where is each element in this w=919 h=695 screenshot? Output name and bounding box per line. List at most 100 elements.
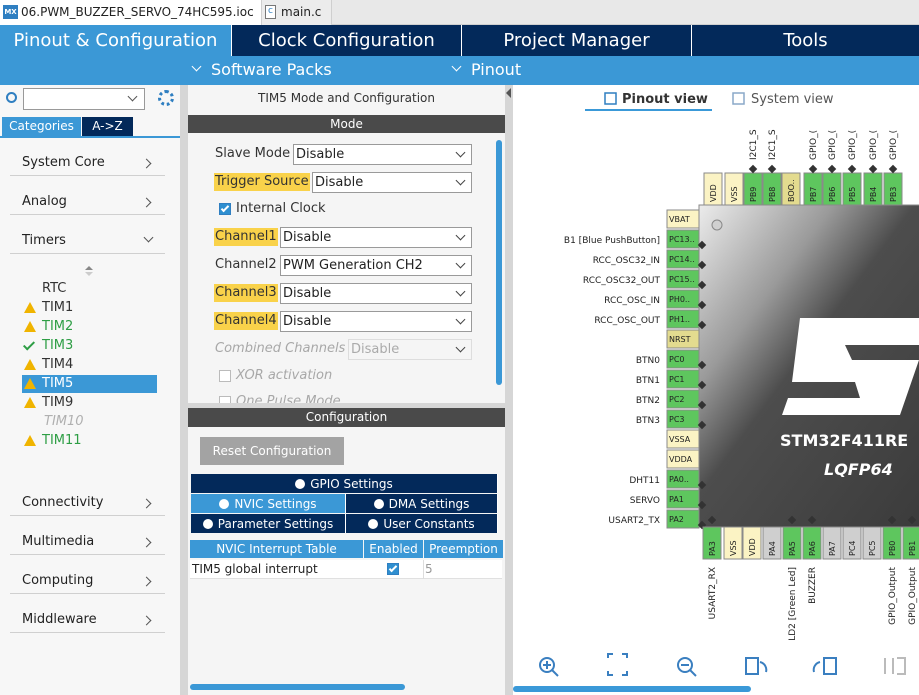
sub-menu-item[interactable]: Pinout xyxy=(471,60,522,79)
select[interactable]: Disable xyxy=(293,144,472,165)
timer-item[interactable]: TIM4 xyxy=(42,357,74,372)
category[interactable]: Multimedia xyxy=(22,534,95,549)
pin[interactable] xyxy=(802,526,822,560)
pin[interactable] xyxy=(882,526,902,560)
config-tab[interactable]: DMA Settings xyxy=(346,494,498,513)
pin[interactable] xyxy=(724,172,744,206)
category[interactable]: Computing xyxy=(22,573,94,588)
pin[interactable] xyxy=(666,369,700,389)
field-label: Slave Mode xyxy=(215,146,291,161)
zoom-in-icon[interactable] xyxy=(539,657,555,673)
table-checkbox[interactable] xyxy=(387,563,399,575)
pin-name: PC15.. xyxy=(669,275,695,284)
pin[interactable] xyxy=(666,309,700,329)
view-tab[interactable]: Pinout view xyxy=(622,92,708,107)
pin-marker xyxy=(697,280,707,290)
category[interactable]: Connectivity xyxy=(22,495,104,510)
select[interactable]: Disable xyxy=(312,172,472,193)
fit-icon[interactable] xyxy=(607,653,628,676)
category[interactable]: System Core xyxy=(22,155,105,170)
pin[interactable] xyxy=(862,526,882,560)
select[interactable]: Disable xyxy=(280,283,472,304)
sidebar-tab[interactable]: A->Z xyxy=(82,117,133,136)
rotate-right-icon[interactable] xyxy=(745,657,768,675)
h-scrollbar[interactable] xyxy=(190,684,405,690)
pin-name: VSSA xyxy=(669,435,691,444)
file-tab[interactable]: c main.c xyxy=(262,0,332,25)
field-label: Channel1 xyxy=(214,228,278,246)
config-tab-inner: DMA Settings xyxy=(346,494,497,513)
file-tab-label: 06.PWM_BUZZER_SERVO_74HC595.ioc xyxy=(21,5,254,19)
config-tab[interactable]: Parameter Settings xyxy=(191,514,346,533)
pin[interactable] xyxy=(666,449,700,469)
main-tab[interactable]: Clock Configuration xyxy=(232,25,461,56)
pin[interactable] xyxy=(742,526,762,560)
pin-name: PB1 xyxy=(908,541,917,556)
select[interactable]: PWM Generation CH2 xyxy=(280,255,472,276)
pin[interactable] xyxy=(666,209,700,229)
pin[interactable] xyxy=(666,349,700,369)
table-header: Preemption xyxy=(424,540,503,558)
field-label: Combined Channels xyxy=(215,341,346,356)
pin[interactable] xyxy=(666,289,700,309)
pin[interactable] xyxy=(666,509,700,529)
pin[interactable] xyxy=(842,526,862,560)
timer-item[interactable]: TIM1 xyxy=(42,300,74,315)
view-tab[interactable]: System view xyxy=(751,92,834,107)
select[interactable]: Disable xyxy=(280,227,472,248)
select[interactable]: Disable xyxy=(280,311,472,332)
timer-item[interactable]: TIM9 xyxy=(42,395,74,410)
timer-item[interactable]: RTC xyxy=(42,281,67,296)
pin[interactable] xyxy=(666,389,700,409)
pin-marker xyxy=(707,515,717,525)
file-tab[interactable]: MX 06.PWM_BUZZER_SERVO_74HC595.ioc xyxy=(0,0,262,25)
pin[interactable] xyxy=(703,172,723,206)
category[interactable]: Middleware xyxy=(22,612,97,627)
sidebar-tab[interactable]: Categories xyxy=(2,117,81,136)
settings-icon[interactable] xyxy=(158,90,174,106)
timer-item[interactable]: TIM10 xyxy=(44,414,84,429)
timer-item[interactable]: TIM2 xyxy=(42,319,74,334)
pin[interactable] xyxy=(723,526,743,560)
config-tab[interactable]: User Constants xyxy=(346,514,498,533)
pin[interactable] xyxy=(666,269,700,289)
pin[interactable] xyxy=(781,172,801,206)
pin[interactable] xyxy=(666,489,700,509)
sub-menu-item[interactable]: Software Packs xyxy=(211,60,332,79)
checkbox[interactable] xyxy=(219,203,231,215)
h-scrollbar[interactable] xyxy=(513,686,751,692)
config-tab[interactable]: NVIC Settings xyxy=(191,494,346,513)
timer-item[interactable]: TIM11 xyxy=(42,433,82,448)
pin-name: VDD xyxy=(709,184,718,202)
zoom-out-icon[interactable] xyxy=(677,657,693,673)
pin[interactable] xyxy=(782,526,802,560)
split-icon[interactable] xyxy=(884,657,906,675)
rotate-left-icon[interactable] xyxy=(812,657,837,675)
pin[interactable] xyxy=(666,249,700,269)
pin[interactable] xyxy=(762,526,782,560)
main-tab[interactable]: Pinout & Configuration xyxy=(0,25,231,56)
reset-button[interactable]: Reset Configuration xyxy=(200,437,344,465)
timer-item[interactable]: TIM5 xyxy=(42,376,74,391)
category[interactable]: Analog xyxy=(22,194,67,209)
main-tab[interactable]: Project Manager xyxy=(462,25,691,56)
pin[interactable] xyxy=(902,526,919,560)
checkbox-label: One Pulse Mode xyxy=(236,394,341,403)
search-box[interactable] xyxy=(23,88,145,110)
config-tab[interactable]: GPIO Settings xyxy=(191,474,498,493)
pin[interactable] xyxy=(666,329,700,349)
main-tab[interactable]: Tools xyxy=(692,25,919,56)
timer-item[interactable]: TIM3 xyxy=(42,338,74,353)
chevron xyxy=(141,576,152,587)
pin[interactable] xyxy=(666,469,700,489)
pin[interactable] xyxy=(702,526,722,560)
pin[interactable] xyxy=(666,229,700,249)
pin[interactable] xyxy=(666,409,700,429)
v-scrollbar[interactable] xyxy=(496,140,502,385)
category[interactable]: Timers xyxy=(22,233,66,248)
pin-marker xyxy=(807,515,817,525)
pin-name: PC5 xyxy=(868,541,877,557)
pin[interactable] xyxy=(666,429,700,449)
cell: 5 xyxy=(425,562,433,576)
pin[interactable] xyxy=(822,526,842,560)
